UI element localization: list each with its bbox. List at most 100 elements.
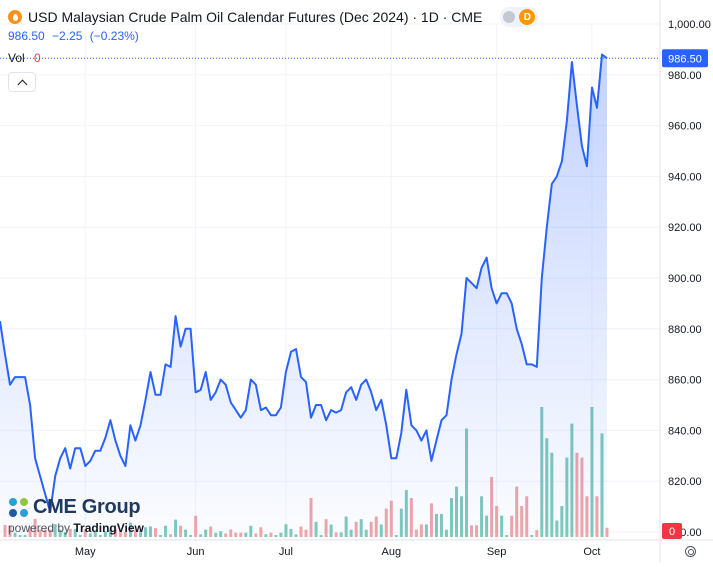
price-change: −2.25	[52, 29, 83, 43]
symbol-title[interactable]: USD Malaysian Crude Palm Oil Calendar Fu…	[28, 9, 483, 25]
y-tick-label: 860.00	[668, 375, 702, 387]
volume-bar	[133, 530, 137, 537]
volume-tag	[662, 523, 682, 539]
volume-bar	[239, 532, 243, 537]
volume-bar	[294, 534, 298, 537]
volume-legend: Vol 0	[8, 51, 41, 65]
quote-line: 986.50 −2.25 (−0.23%)	[8, 29, 143, 43]
volume-bar	[349, 529, 353, 537]
volume-bar	[93, 531, 97, 537]
volume-bar	[264, 534, 268, 537]
settings-icon[interactable]	[685, 546, 696, 557]
volume-bar	[169, 534, 173, 537]
volume-bar	[229, 529, 233, 537]
y-tick-label: 880.00	[668, 324, 702, 336]
volume-bar	[269, 532, 273, 537]
volume-bar	[58, 529, 62, 537]
volume-bar	[304, 529, 308, 537]
y-tick-label: 920.00	[668, 222, 702, 234]
y-tick-label: 900.00	[668, 273, 702, 285]
tradingview-name: TradingView	[73, 521, 144, 535]
volume-bar	[414, 529, 418, 537]
volume-bar	[43, 529, 47, 537]
volume-bar	[394, 535, 398, 537]
price-area	[0, 54, 607, 532]
volume-bar	[63, 531, 67, 537]
volume-bar	[113, 528, 117, 537]
volume-bar	[13, 532, 17, 537]
collapse-legend-button[interactable]	[8, 72, 36, 92]
y-tick-label: 1,000.00	[668, 19, 711, 31]
volume-bar	[259, 527, 263, 537]
volume-bar	[274, 535, 278, 537]
volume-bar	[18, 535, 22, 537]
volume-bar	[199, 534, 203, 537]
volume-bar	[319, 535, 323, 537]
volume-bar	[123, 531, 127, 537]
volume-bar	[83, 529, 87, 537]
volume-label: Vol	[8, 51, 25, 65]
cme-wordmark: CME Group	[33, 496, 141, 518]
volume-bar	[189, 535, 193, 537]
price-area-fill	[0, 54, 607, 532]
volume-bar	[234, 532, 238, 537]
volume-bar	[334, 532, 338, 537]
volume-bar	[444, 529, 448, 537]
cme-globe-icon	[8, 497, 30, 519]
volume-bar	[605, 527, 609, 537]
delayed-badge[interactable]: D	[519, 9, 536, 25]
last-price: 986.50	[8, 29, 45, 43]
volume-bar	[535, 530, 539, 537]
volume-tag-label: 0	[669, 526, 675, 538]
y-tick-label: 820.00	[668, 476, 702, 488]
powered-by: powered by TradingView	[8, 521, 158, 535]
volume-bar	[530, 535, 534, 537]
volume-bar	[68, 528, 72, 537]
volume-bar	[244, 532, 248, 537]
x-tick-label: Aug	[382, 546, 402, 558]
price-tags: 986.50 0	[0, 49, 708, 539]
volume-bar	[279, 532, 283, 537]
x-tick-label: Sep	[487, 546, 507, 558]
volume-bar	[219, 531, 223, 537]
volume-bar	[73, 528, 77, 537]
x-tick-label: Oct	[583, 546, 600, 558]
volume-bar	[154, 528, 158, 537]
powered-prefix: powered by	[8, 521, 71, 535]
volume-bar	[118, 530, 122, 537]
volume-bar	[103, 531, 107, 537]
volume-bar	[138, 530, 142, 537]
y-tick-label: 940.00	[668, 171, 702, 183]
volume-bar	[108, 529, 112, 537]
x-tick-label: Jul	[279, 546, 293, 558]
volume-bar	[78, 535, 82, 537]
price-change-pct: (−0.23%)	[89, 29, 139, 43]
volume-bar	[48, 529, 52, 537]
flame-icon	[8, 10, 22, 24]
volume-bar	[254, 533, 258, 537]
volume-bar	[38, 529, 42, 537]
x-tick-label: Jun	[187, 546, 205, 558]
volume-bar	[23, 535, 27, 537]
volume-bar	[159, 535, 163, 537]
cme-logo[interactable]: CME Group powered by TradingView	[8, 496, 158, 536]
y-tick-label: 960.00	[668, 121, 702, 133]
volume-bar	[214, 532, 218, 537]
volume-bar	[88, 533, 92, 537]
last-price-tag-label: 986.50	[668, 53, 702, 65]
volume-bar	[339, 532, 343, 537]
volume-bar	[505, 535, 509, 537]
volume-bar	[143, 527, 147, 537]
volume-bar	[204, 529, 208, 537]
status-badges: D	[500, 7, 539, 27]
volume-bar	[364, 529, 368, 537]
volume-bar	[98, 535, 102, 537]
chart-header: USD Malaysian Crude Palm Oil Calendar Fu…	[8, 7, 539, 27]
volume-value: 0	[34, 51, 41, 65]
market-status-icon	[503, 11, 516, 23]
last-price-tag	[662, 49, 708, 68]
volume-bar	[184, 529, 188, 537]
y-tick-label: 840.00	[668, 425, 702, 437]
